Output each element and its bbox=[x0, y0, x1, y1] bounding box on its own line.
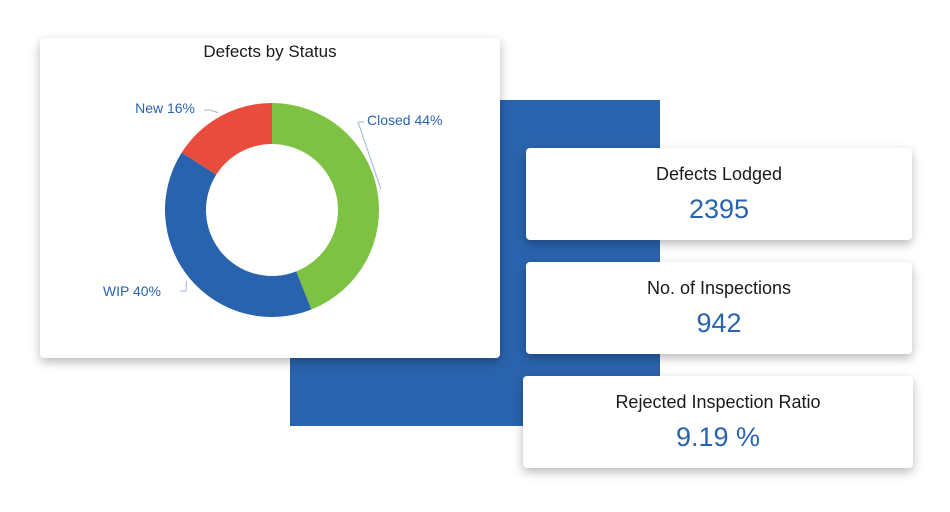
kpi-value: 9.19 % bbox=[675, 422, 761, 452]
kpi-card-rejected-ratio: Rejected Inspection Ratio 9.19 % bbox=[523, 376, 913, 468]
kpi-title: Rejected Inspection Ratio bbox=[615, 392, 821, 412]
kpi-title: No. of Inspections bbox=[646, 278, 792, 298]
kpi-title: Defects Lodged bbox=[655, 164, 783, 184]
kpi-card-defects-lodged: Defects Lodged 2395 bbox=[526, 148, 912, 240]
slice-label-wip: WIP 40% bbox=[103, 283, 161, 299]
chart-title: Defects by Status bbox=[203, 42, 337, 61]
donut-slice-wip bbox=[165, 152, 312, 317]
donut-slices bbox=[165, 103, 379, 317]
leader-line-new bbox=[204, 109, 219, 114]
donut-chart: Closed 44% WIP 40% New 16% bbox=[103, 100, 443, 317]
leader-line-closed bbox=[357, 121, 382, 190]
donut-slice-closed bbox=[272, 103, 379, 310]
leader-lines bbox=[180, 109, 382, 292]
donut-slice-new bbox=[181, 103, 272, 175]
leader-line-wip bbox=[180, 280, 187, 292]
slice-labels: Closed 44% WIP 40% New 16% bbox=[103, 100, 443, 299]
kpi-card-inspections: No. of Inspections 942 bbox=[526, 262, 912, 354]
defects-by-status-card: Defects by Status Closed 44% WIP 40% New 1… bbox=[40, 38, 500, 358]
slice-label-closed: Closed 44% bbox=[367, 112, 443, 128]
kpi-value: 942 bbox=[696, 308, 742, 338]
slice-label-new: New 16% bbox=[135, 100, 195, 116]
kpi-value: 2395 bbox=[688, 194, 750, 224]
